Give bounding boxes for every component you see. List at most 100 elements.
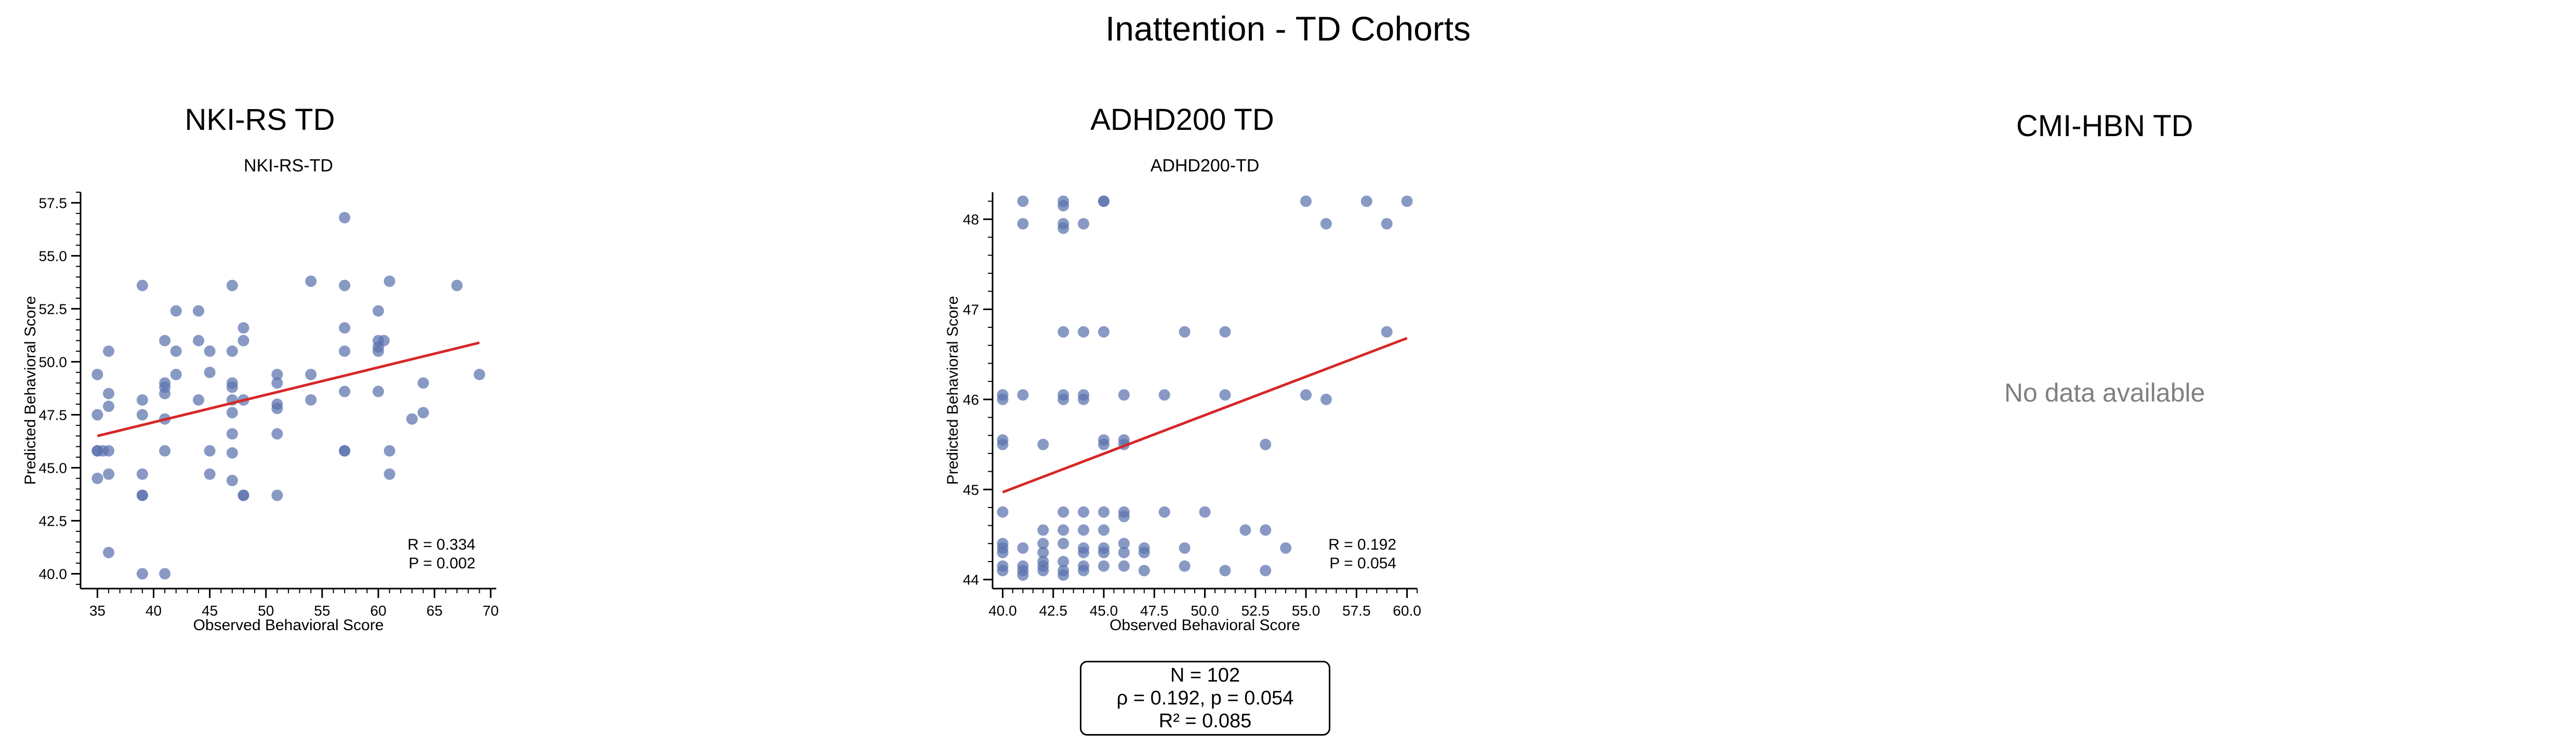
data-point	[271, 403, 283, 415]
data-point	[1138, 565, 1150, 577]
data-point	[1360, 195, 1372, 207]
data-point	[103, 345, 115, 357]
y-tick-label: 45	[963, 482, 979, 498]
data-point	[91, 368, 103, 380]
data-point	[204, 468, 216, 480]
data-point	[305, 275, 317, 287]
y-tick-label: 55.0	[39, 248, 68, 264]
data-point	[170, 305, 182, 317]
x-tick-label: 40.0	[988, 603, 1017, 619]
data-point	[1098, 195, 1109, 207]
data-point	[226, 345, 238, 357]
data-point	[204, 366, 216, 378]
data-point	[1300, 389, 1312, 401]
data-point	[159, 381, 171, 393]
data-point	[1078, 565, 1090, 577]
data-point	[339, 445, 351, 457]
data-point	[339, 322, 351, 334]
y-tick-label: 47	[963, 301, 979, 317]
axes-title: ADHD200-TD	[1151, 156, 1260, 176]
data-point	[305, 394, 317, 406]
data-point	[1260, 438, 1272, 450]
data-point	[1078, 524, 1090, 536]
data-point	[1058, 555, 1069, 567]
data-point	[103, 468, 115, 480]
data-point	[193, 305, 205, 317]
data-point	[1037, 547, 1049, 558]
regression-line	[1002, 337, 1408, 494]
data-point	[159, 568, 171, 580]
stat-annotation: R = 0.334	[407, 536, 475, 553]
scatter-plot-adhd200: 40.0 42.5 45.0 47.5 50.0 52.5 55.0 57.5 60.0 44 45…	[944, 156, 1421, 634]
data-point	[384, 468, 395, 480]
stats-r-squared: R² = 0.085	[1158, 710, 1252, 732]
data-point	[204, 345, 216, 357]
data-point	[226, 428, 238, 440]
data-point	[1017, 569, 1029, 581]
x-tick-label: 60.0	[1393, 603, 1421, 619]
x-tick-label: 60	[370, 603, 386, 619]
data-point	[1078, 326, 1090, 338]
data-point	[1118, 389, 1130, 401]
data-point	[997, 538, 1009, 550]
x-tick-label: 42.5	[1039, 603, 1067, 619]
data-point	[339, 345, 351, 357]
x-tick-label: 70	[483, 603, 499, 619]
data-point	[473, 368, 485, 380]
data-point	[103, 388, 115, 399]
stat-annotation: R = 0.192	[1328, 536, 1396, 553]
data-point	[1401, 195, 1413, 207]
data-point	[1017, 218, 1029, 230]
data-point	[1219, 565, 1231, 577]
stats-box: N = 102 ρ = 0.192, p = 0.054 R² = 0.085	[1080, 661, 1330, 736]
data-point	[103, 547, 115, 558]
data-point	[1058, 506, 1069, 518]
data-point	[1058, 222, 1069, 234]
data-point	[1017, 389, 1029, 401]
data-point	[226, 474, 238, 486]
data-point	[384, 445, 395, 457]
data-point	[451, 279, 463, 291]
data-point	[406, 413, 418, 425]
data-point	[305, 368, 317, 380]
data-point	[339, 385, 351, 397]
data-point	[170, 345, 182, 357]
data-point	[103, 445, 115, 457]
stat-annotation: P = 0.054	[1329, 555, 1396, 572]
data-point	[193, 394, 205, 406]
y-tick-label: 57.5	[39, 195, 68, 211]
data-point	[1098, 506, 1109, 518]
data-point	[1158, 389, 1170, 401]
data-point	[1058, 524, 1069, 536]
data-point	[1320, 393, 1332, 405]
data-point	[1138, 547, 1150, 558]
x-tick-label: 40	[146, 603, 162, 619]
data-point	[136, 568, 148, 580]
data-point	[237, 489, 249, 501]
x-tick-label: 65	[427, 603, 443, 619]
data-point	[1118, 434, 1130, 446]
x-tick-label: 45	[202, 603, 218, 619]
data-point	[271, 489, 283, 501]
data-point	[1260, 565, 1272, 577]
data-point	[136, 409, 148, 421]
data-point	[193, 335, 205, 347]
data-point	[372, 305, 384, 317]
data-point	[339, 279, 351, 291]
data-point	[1098, 547, 1109, 558]
data-point	[997, 506, 1009, 518]
data-point	[1098, 326, 1109, 338]
data-point	[1260, 524, 1272, 536]
data-point	[417, 407, 429, 419]
data-point	[378, 335, 390, 347]
data-point	[1118, 511, 1130, 523]
y-tick-label: 50.0	[39, 354, 68, 370]
data-point	[237, 335, 249, 347]
data-point	[1179, 560, 1191, 572]
data-point	[1058, 538, 1069, 550]
data-point	[1118, 560, 1130, 572]
y-tick-label: 47.5	[39, 407, 68, 423]
no-data-message: No data available	[2004, 378, 2205, 407]
data-point	[997, 434, 1009, 446]
y-tick-label: 42.5	[39, 513, 68, 529]
